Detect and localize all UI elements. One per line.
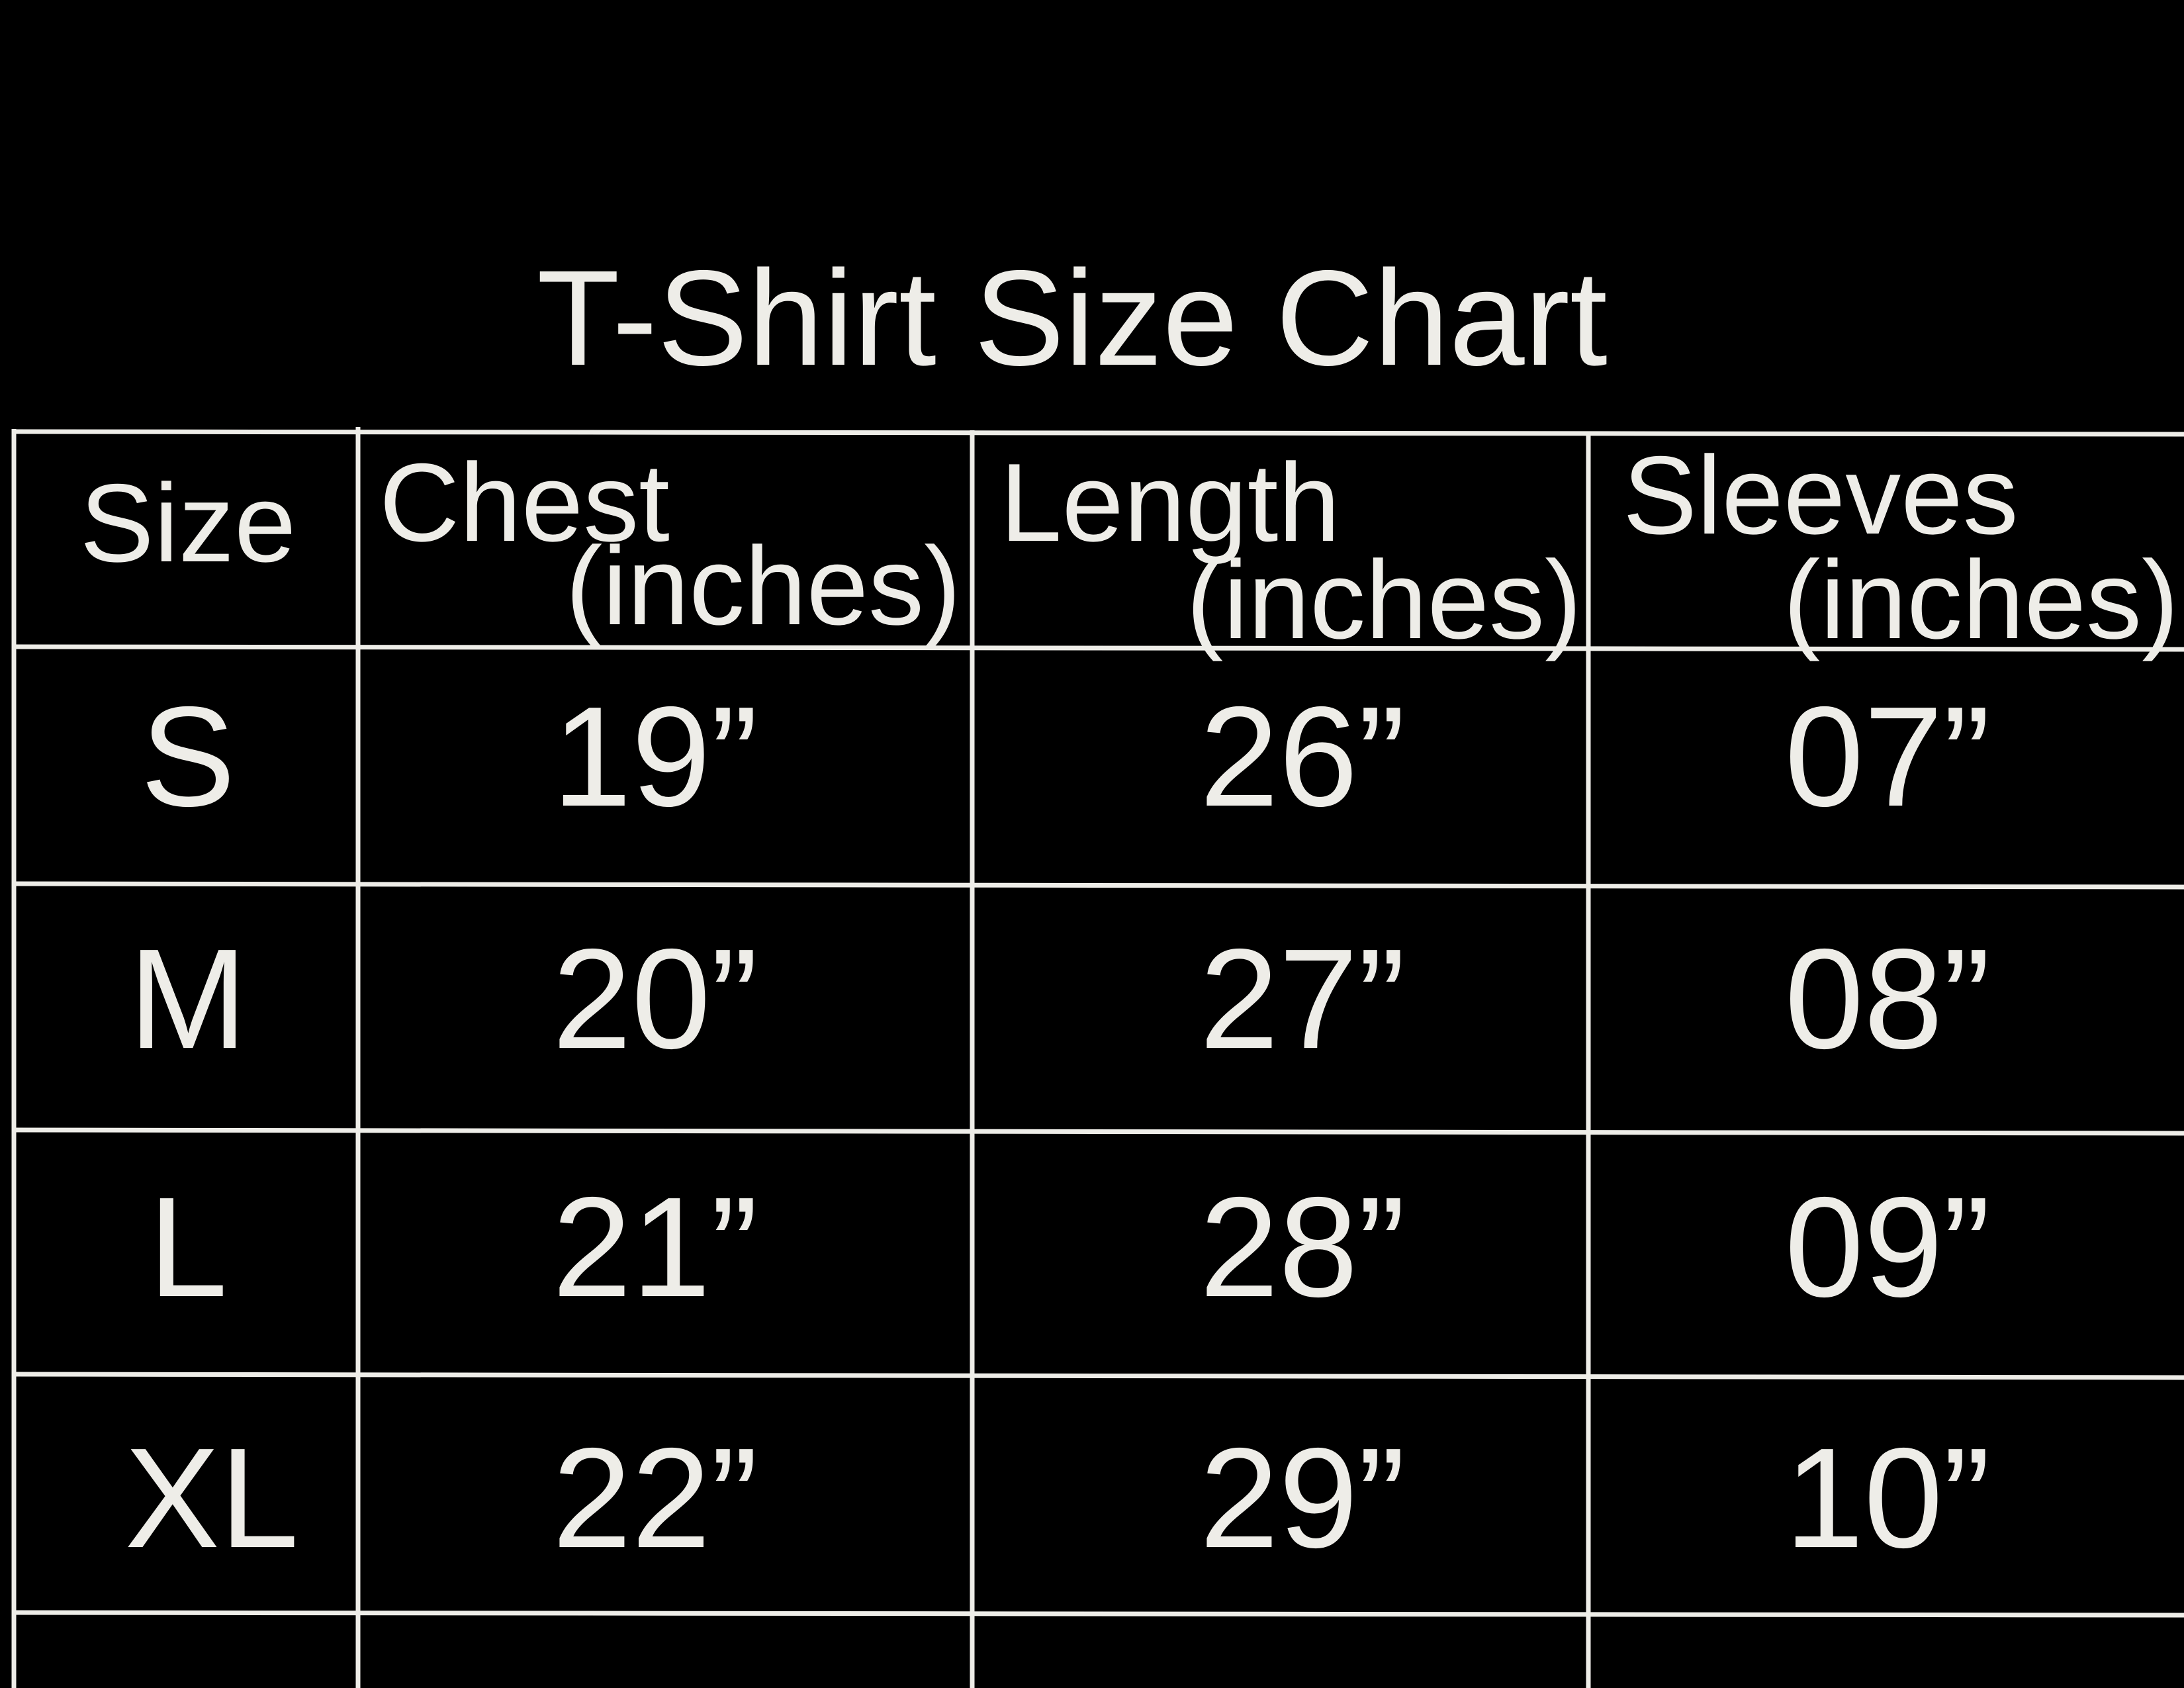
cell-sleeves: 08” [1785,919,1991,1078]
table-row: S 19” 26” 07” [140,677,1990,836]
chart-title: T-Shirt Size Chart [537,242,1608,394]
table-row: XL 22” 29” 10” [125,1418,1991,1577]
cell-length: 26” [1200,677,1406,836]
grid-line [13,429,2184,437]
cell-size: L [148,1167,228,1327]
header-length-unit: (inches) [1186,538,1582,662]
header-sleeves: Sleeves [1623,433,2019,557]
cell-size: M [128,919,247,1078]
table-body: S 19” 26” 07” M 20” 27” 08” L 21” 28” 09” XL 22” 29” 10… [125,677,1991,1577]
grid-line [13,1610,2184,1618]
table-grid [11,427,2184,1688]
grid-line [13,1127,2184,1136]
cell-size: XL [125,1418,299,1577]
cell-chest: 20” [553,919,758,1078]
grid-line [13,644,2184,652]
cell-sleeves: 10” [1785,1418,1991,1577]
cell-sleeves: 07” [1785,677,1991,836]
cell-chest: 22” [553,1418,758,1577]
cell-length: 28” [1200,1167,1406,1327]
header-chest-unit: (inches) [565,524,961,648]
cell-sleeves: 09” [1785,1167,1991,1327]
header-chest: Chest [379,440,670,565]
cell-length: 27” [1200,919,1406,1078]
cell-length: 29” [1200,1418,1406,1577]
grid-line [13,881,2184,890]
cell-size: S [140,677,235,836]
table-row: M 20” 27” 08” [128,919,1990,1078]
header-length: Length [1000,440,1340,565]
grid-line [13,1372,2184,1380]
header-size: Size [80,461,296,585]
header-sleeves-unit: (inches) [1783,538,2179,662]
table-row: L 21” 28” 09” [148,1167,1990,1327]
cell-chest: 19” [553,677,758,836]
cell-chest: 21” [553,1167,758,1327]
table-header: Size Chest (inches) Length (inches) Slee… [80,433,2179,662]
